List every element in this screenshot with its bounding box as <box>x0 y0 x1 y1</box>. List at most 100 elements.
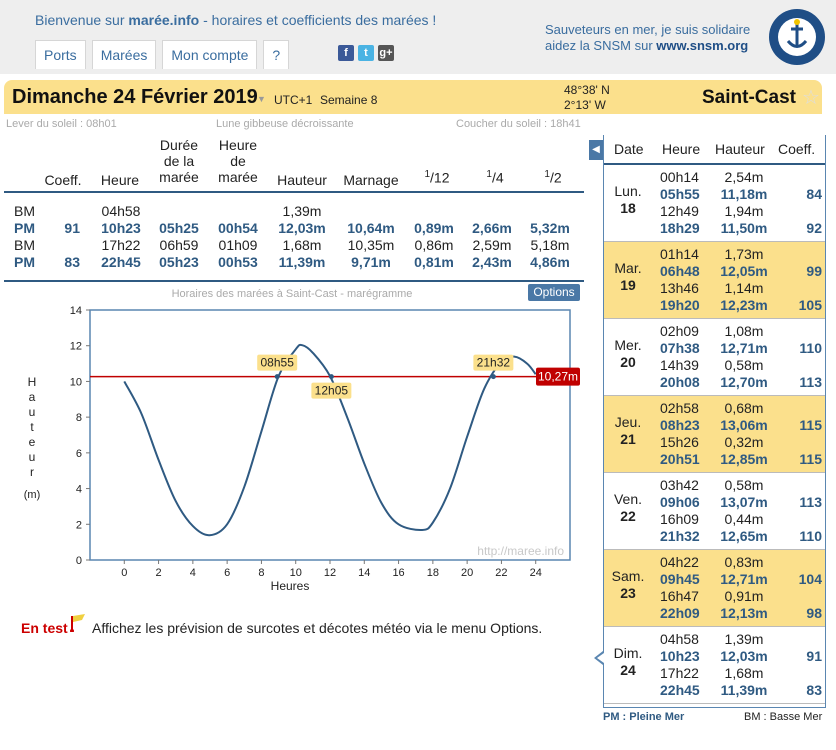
flag-icon <box>70 614 85 632</box>
latitude: 48°38' N <box>564 83 610 97</box>
day-tide-row: 07h38 12,71m 110 <box>652 340 825 357</box>
site-name[interactable]: marée.info <box>128 12 200 28</box>
tide-coeff: 92 <box>806 220 822 236</box>
tide-height: 13,06m <box>720 417 768 433</box>
crossing-label: 21h32 <box>477 356 511 370</box>
tide-time: 05h55 <box>660 186 700 202</box>
tide-height: 12,70m <box>720 374 768 390</box>
x-tick-label: 20 <box>461 567 473 579</box>
tide-time: 00h14 <box>660 169 699 185</box>
cell-f4: 2,43m <box>472 254 512 270</box>
tide-chart: Horaires des marées à Saint-Cast - marég… <box>4 284 580 600</box>
day-tide-row: 22h45 11,39m 83 <box>652 682 825 699</box>
nav-tab-mon-compte[interactable]: Mon compte <box>162 40 258 69</box>
header-duree: Durée de la marée <box>152 137 206 185</box>
tide-height: 12,71m <box>720 340 768 356</box>
cell-marnage: 9,71m <box>351 254 391 270</box>
tide-height: 1,68m <box>724 665 764 681</box>
frac-den: /2 <box>549 169 562 186</box>
tide-time: 12h49 <box>660 203 699 219</box>
tide-time: 04h58 <box>660 631 699 647</box>
header-coeff: Coeff. <box>44 172 82 188</box>
week-day-24[interactable]: Dim. 24 04h58 1,39m 10h23 12,03m 91 17h22 1,68m 2… <box>604 627 825 704</box>
header-hauteur: Hauteur <box>277 172 327 188</box>
header-one-quarter: 1/4 <box>472 167 518 186</box>
cell-f12: 0,81m <box>414 254 454 270</box>
crossing-label: 12h05 <box>315 384 349 398</box>
day-tide-row: 17h22 1,68m <box>652 665 825 682</box>
snsm-link[interactable]: www.snsm.org <box>656 38 749 53</box>
tide-coeff: 98 <box>806 605 822 621</box>
nav-tab-help[interactable]: ? <box>263 40 290 69</box>
longitude: 2°13' W <box>564 98 606 112</box>
day-number: 19 <box>620 277 636 293</box>
tide-time: 20h08 <box>660 374 700 390</box>
facebook-icon[interactable]: f <box>338 45 354 61</box>
date-dropdown-icon[interactable]: ▼ <box>257 94 266 104</box>
week-day-22[interactable]: Ven. 22 03h42 0,58m 09h06 13,07m 113 16h09 0,44m… <box>604 473 825 550</box>
week-day-21[interactable]: Jeu. 21 02h58 0,68m 08h23 13,06m 115 15h26 0,32m… <box>604 396 825 473</box>
tide-height: 0,68m <box>724 400 764 416</box>
tide-height: 12,03m <box>720 648 768 664</box>
week-label: Semaine 8 <box>320 93 378 107</box>
day-tide-row: 00h14 2,54m <box>652 169 825 186</box>
cell-hauteur: 12,03m <box>278 220 326 236</box>
cell-f12: 0,89m <box>414 220 454 236</box>
week-panel: Date Heure Hauteur Coeff. Lun. 18 00h14 2,5… <box>603 135 826 708</box>
week-day-23[interactable]: Sam. 23 04h22 0,83m 09h45 12,71m 104 16h47 0,91m… <box>604 550 825 627</box>
week-day-20[interactable]: Mer. 20 02h09 1,08m 07h38 12,71m 110 14h39 0,58m… <box>604 319 825 396</box>
timezone-label: UTC+1 <box>274 93 313 107</box>
day-tide-row: 16h09 0,44m <box>652 511 825 528</box>
snsm-line-1: Sauveteurs en mer, je suis solidaire <box>545 22 751 37</box>
current-date: Dimanche 24 Février 2019 <box>12 86 258 108</box>
header-marnage: Marnage <box>343 172 399 188</box>
tide-time: 07h38 <box>660 340 700 356</box>
cell-coeff: 83 <box>64 254 80 270</box>
day-name: Dim. <box>613 645 643 661</box>
tide-time: 02h58 <box>660 400 699 416</box>
week-day-19[interactable]: Mar. 19 01h14 1,73m 06h48 12,05m 99 13h46 1,14m 1… <box>604 242 825 319</box>
current-day-pointer-inner <box>597 653 604 663</box>
nav-tab-marees[interactable]: Marées <box>91 40 157 69</box>
chart-watermark: http://maree.info <box>477 544 564 558</box>
chart-options-button[interactable]: Options <box>528 284 580 301</box>
day-tide-row: 18h29 11,50m 92 <box>652 220 825 237</box>
day-tide-row: 16h47 0,91m <box>652 588 825 605</box>
tide-time: 20h51 <box>660 451 700 467</box>
frac-num: 1 <box>486 169 492 180</box>
google-plus-icon[interactable]: g+ <box>378 45 394 61</box>
tide-time: 21h32 <box>660 528 700 544</box>
tide-coeff: 91 <box>806 648 822 664</box>
week-header-date: Date <box>614 141 644 157</box>
cell-marnage: 10,64m <box>347 220 395 236</box>
nav-tab-ports[interactable]: Ports <box>35 40 86 69</box>
tide-coeff: 110 <box>799 340 822 356</box>
tide-height: 12,71m <box>720 571 768 587</box>
tide-height: 12,05m <box>720 263 768 279</box>
tide-table-row: BM 04h58 1,39m <box>4 203 584 220</box>
cell-f2: 5,18m <box>530 237 570 253</box>
y-tick-label: 4 <box>76 484 82 496</box>
cell-f4: 2,59m <box>472 237 512 253</box>
crossing-point <box>328 374 334 380</box>
day-tide-row: 01h14 1,73m <box>652 246 825 263</box>
y-tick-label: 2 <box>76 519 82 531</box>
tide-time: 14h39 <box>660 357 699 373</box>
tide-height: 0,32m <box>724 434 764 450</box>
cell-heure-maree: 00h54 <box>218 220 258 236</box>
tide-time: 08h23 <box>660 417 700 433</box>
week-prev-arrow-icon[interactable]: ◀ <box>589 140 603 160</box>
twitter-icon[interactable]: t <box>358 45 374 61</box>
frac-num: 1 <box>424 169 431 180</box>
favorite-star-icon[interactable]: ☆ <box>802 87 820 109</box>
welcome-text: Bienvenue sur marée.info - horaires et c… <box>35 12 436 28</box>
cell-f2: 4,86m <box>530 254 570 270</box>
x-axis-label: Heures <box>271 579 310 593</box>
day-tide-row: 13h46 1,14m <box>652 280 825 297</box>
frac-den: /4 <box>491 169 504 186</box>
tide-coeff: 83 <box>806 682 822 698</box>
snsm-logo[interactable] <box>767 7 827 67</box>
x-tick-label: 6 <box>224 567 230 579</box>
week-day-18[interactable]: Lun. 18 00h14 2,54m 05h55 11,18m 84 12h49 1,94m 1… <box>604 165 825 242</box>
tide-height: 12,65m <box>720 528 768 544</box>
